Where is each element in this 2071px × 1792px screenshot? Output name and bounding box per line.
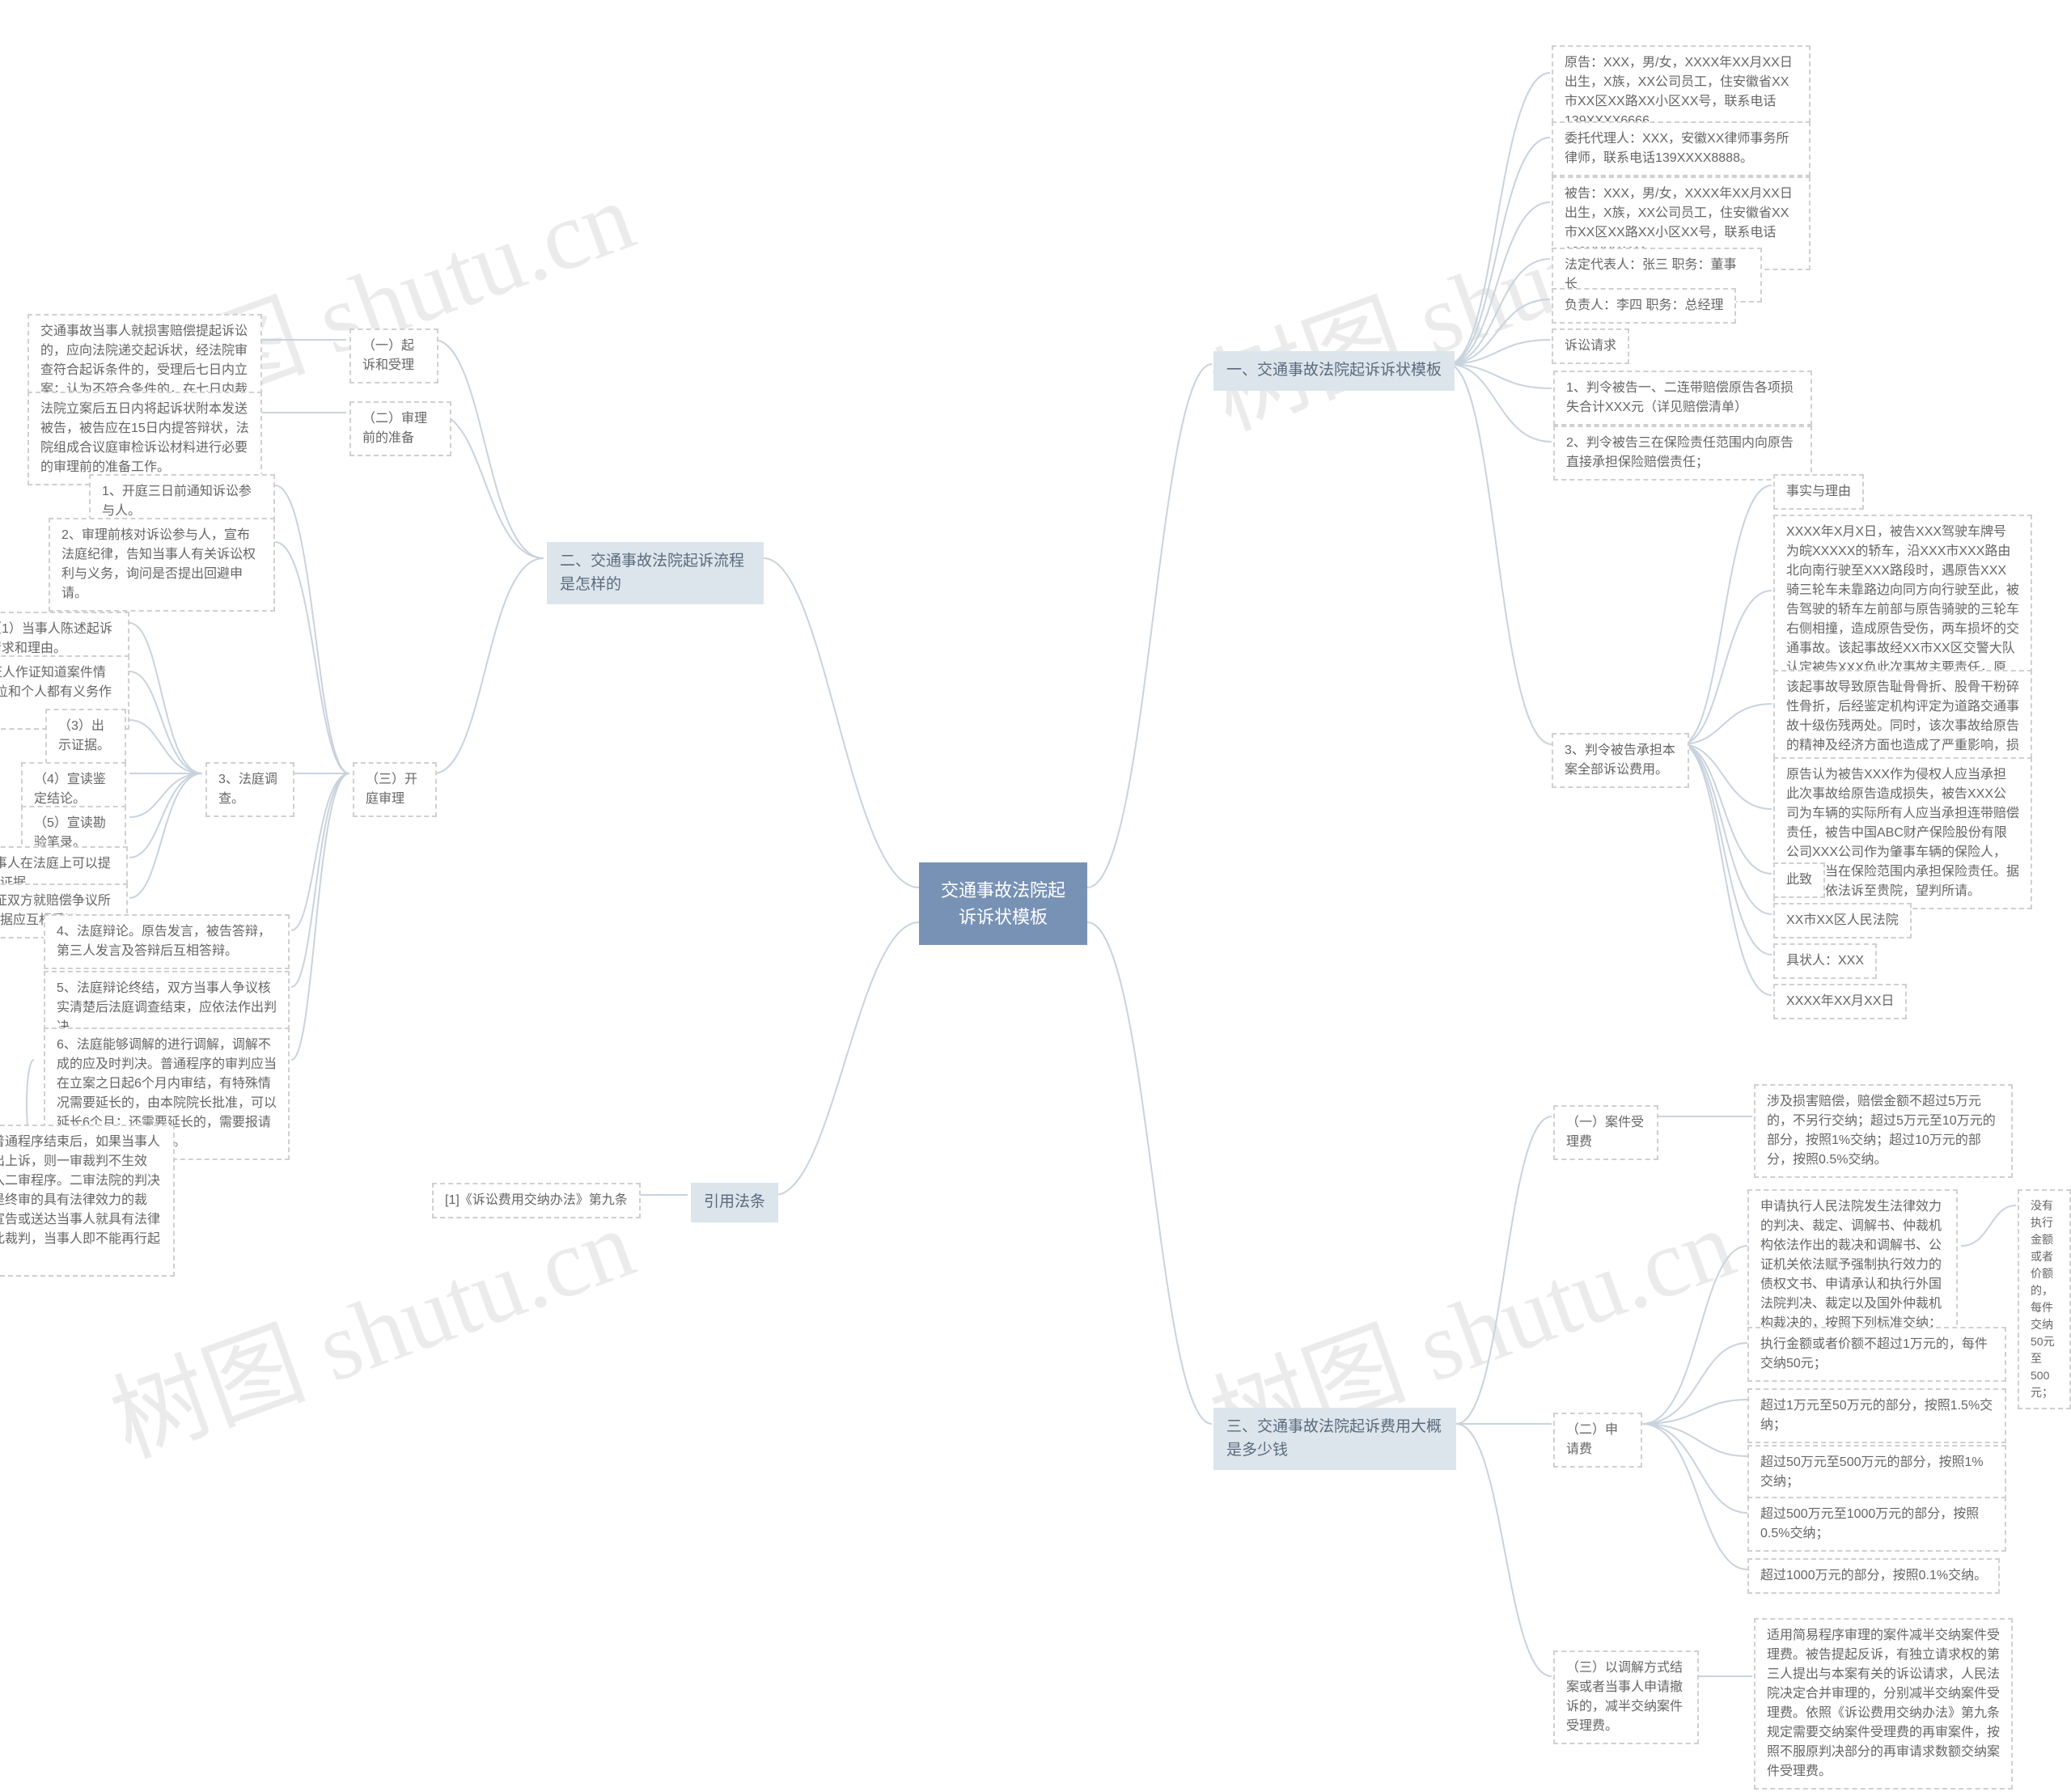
two-s1-title: （一）起诉和受理 <box>349 328 438 383</box>
three-a-text: 涉及损害赔偿，赔偿金额不超过5万元的，不另行交纳；超过5万元至10万元的部分，按… <box>1754 1084 2013 1178</box>
three-b-2: 超过1万元至50万元的部分，按照1.5%交纳； <box>1747 1388 2006 1443</box>
two-s2-title: （二）审理前的准备 <box>349 401 451 456</box>
two-note: 注：一审普通程序结束后，如果当事人不服而提出上诉，则一审裁判不生效力，而进入二审… <box>0 1125 175 1277</box>
one-facts-title: 事实与理由 <box>1773 474 1864 510</box>
three-b-3: 超过50万元至500万元的部分，按照1%交纳； <box>1747 1445 2006 1500</box>
three-a-title: （一）案件受理费 <box>1553 1105 1658 1160</box>
two-s3-2: 2、审理前核对诉讼参与人，宣布法庭纪律，告知当事人有关诉讼权利与义务，询问是否提… <box>49 518 275 612</box>
three-b-4: 超过500万元至1000万元的部分，按照0.5%交纳； <box>1747 1497 2006 1552</box>
mindmap-container: 交通事故法院起诉诉状模板 一、交通事故法院起诉诉状模板 原告：XXX，男/女，X… <box>0 0 2071 1792</box>
three-c-text: 适用简易程序审理的案件减半交纳案件受理费。被告提起反诉，有独立请求权的第三人提出… <box>1754 1618 2013 1790</box>
one-claim3: 3、判令被告承担本案全部诉讼费用。 <box>1552 733 1689 788</box>
two-s3-title: （三）开庭审理 <box>353 762 437 817</box>
one-end4: XXXX年XX月XX日 <box>1773 984 1907 1019</box>
branch-three: 三、交通事故法院起诉费用大概是多少钱 <box>1213 1408 1456 1470</box>
one-agent: 委托代理人：XXX，安徽XX律师事务所律师，联系电话139XXXX8888。 <box>1552 121 1811 176</box>
cite-text: [1]《诉讼费用交纳办法》第九条 <box>432 1183 641 1218</box>
one-end1: 此致 <box>1773 862 1825 898</box>
one-principal: 负责人：李四 职务：总经理 <box>1552 288 1736 324</box>
one-claim2: 2、判令被告三在保险责任范围内向原告直接承担保险赔偿责任； <box>1553 426 1812 481</box>
branch-one: 一、交通事故法院起诉诉状模板 <box>1213 351 1455 391</box>
one-claims-title: 诉讼请求 <box>1552 328 1629 364</box>
one-end2: XX市XX区人民法院 <box>1773 903 1912 938</box>
three-b-text: 申请执行人民法院发生法律效力的判决、裁定、调解书、仲裁机构依法作出的裁决和调解书… <box>1747 1189 1958 1341</box>
two-s2-text: 法院立案后五日内将起诉状附本发送被告，被告应在15日内提答辩状，法院组成合议庭审… <box>28 392 262 485</box>
two-s3-4: 4、法庭辩论。原告发言，被告答辩，第三人发言及答辩后互相答辩。 <box>44 914 290 969</box>
three-b-1: 执行金额或者价额不超过1万元的，每件交纳50元； <box>1747 1327 2006 1382</box>
three-c-title: （三）以调解方式结案或者当事人申请撤诉的，减半交纳案件受理费。 <box>1553 1650 1699 1744</box>
two-s3-3-3: （3）出示证据。 <box>45 709 126 764</box>
branch-two: 二、交通事故法院起诉流程是怎样的 <box>547 542 764 604</box>
three-b-title: （二）申请费 <box>1553 1413 1642 1468</box>
one-end3: 具状人：XXX <box>1773 943 1877 979</box>
root-node: 交通事故法院起诉诉状模板 <box>919 862 1087 945</box>
branch-cite: 引用法条 <box>691 1183 778 1222</box>
three-b-5: 超过1000万元的部分，按照0.1%交纳。 <box>1747 1558 2000 1594</box>
one-claim1: 1、判令被告一、二连带赔偿原告各项损失合计XXX元（详见赔偿清单） <box>1553 371 1812 426</box>
three-b-0: 没有执行金额或者价额的，每件交纳50元至500元； <box>2018 1189 2071 1409</box>
two-s3-3-title: 3、法庭调查。 <box>205 762 294 817</box>
